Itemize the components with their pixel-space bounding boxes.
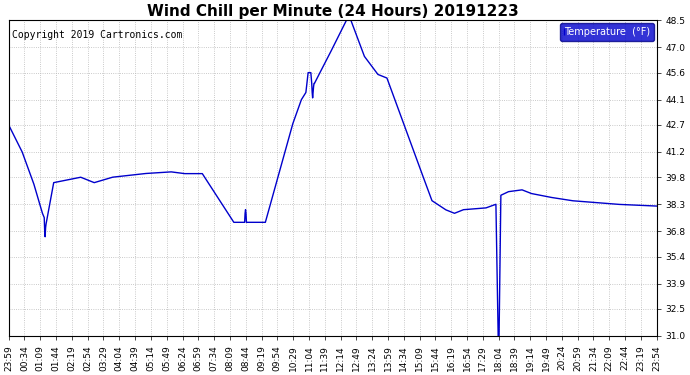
Title: Wind Chill per Minute (24 Hours) 20191223: Wind Chill per Minute (24 Hours) 2019122… [147,4,519,19]
Legend: Temperature  (°F): Temperature (°F) [560,23,653,41]
Text: Copyright 2019 Cartronics.com: Copyright 2019 Cartronics.com [12,30,182,40]
